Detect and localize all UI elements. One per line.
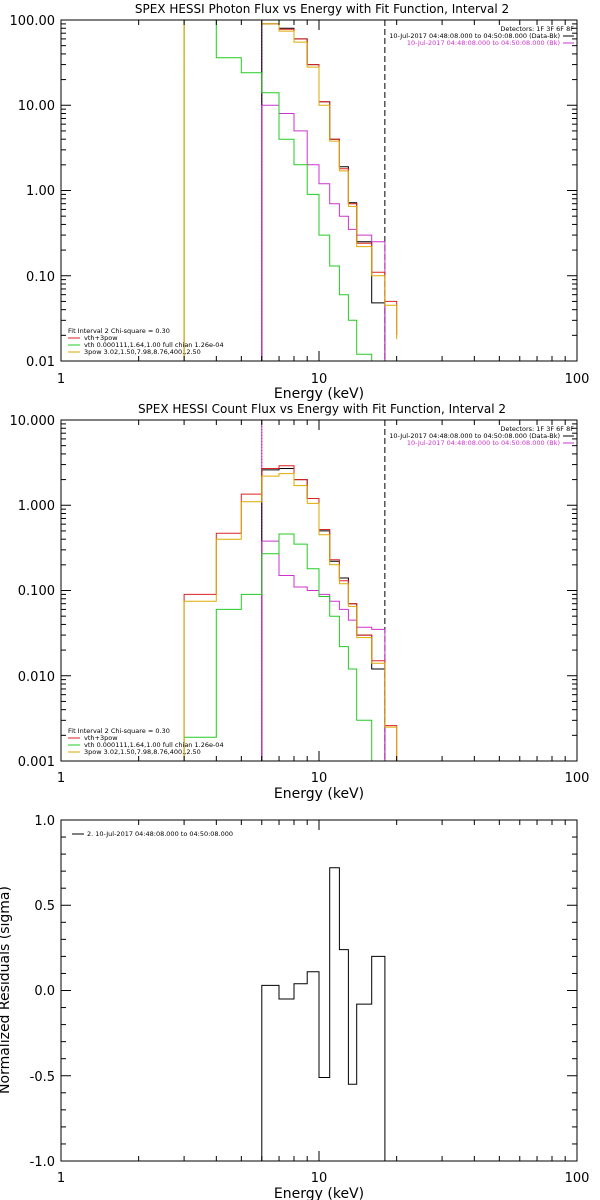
x-tick-label: 1 (57, 1171, 65, 1186)
y-axis-ticks (61, 819, 577, 1162)
series-data-bk-histogram (261, 23, 386, 361)
y-tick-label: 0.0 (34, 984, 55, 999)
y-tick-label: 0.5 (34, 899, 55, 914)
legend-3pow: 3pow 3.02,1.50,7.98,8.76,400.,2.50 (84, 348, 201, 356)
panel-title: SPEX HESSI Count Flux vs Energy with Fit… (138, 402, 506, 416)
x-axis-ticks (60, 420, 578, 761)
legend-vth: vth 0.000111,1.64,1.00 full chian 1.26e-… (84, 741, 224, 749)
legend-fit-interval: Fit Interval 2 Chi-square = 0.30 (68, 327, 170, 335)
legend-3pow: 3pow 3.02,1.50,7.98,8.76,400.,2.50 (84, 748, 201, 756)
y-tick-label: 10.00 (18, 99, 55, 114)
legend-top-right: Detectors: 1F 3F 6F 8F 10-Jul-2017 04:48… (389, 25, 574, 47)
x-tick-label: 100 (565, 372, 590, 387)
series-vth-histogram (183, 19, 373, 361)
series-bk-histogram (261, 104, 386, 361)
legend-top-left: 2. 10-Jul-2017 04:48:08.000 to 04:50:08.… (72, 830, 233, 838)
series-residuals-histogram (261, 867, 386, 1161)
y-axis-label: Normalized Residuals (sigma) (0, 886, 13, 1094)
y-tick-label: -1.0 (30, 1155, 55, 1170)
y-tick-label: 0.10 (26, 270, 55, 285)
legend-vth3pow: vth+3pow (84, 334, 118, 342)
legend-detectors: Detectors: 1F 3F 6F 8F (500, 425, 574, 433)
y-tick-label: 0.001 (18, 755, 55, 770)
legend-interval: 2. 10-Jul-2017 04:48:08.000 to 04:50:08.… (87, 830, 233, 838)
legend-data-bk: 10-Jul-2017 04:48:08.000 to 04:50:08.000… (389, 432, 560, 440)
legend-vth3pow: vth+3pow (84, 734, 118, 742)
y-axis-ticks (61, 19, 577, 362)
plot-contents (183, 420, 398, 761)
series-data-bk-histogram (261, 468, 386, 761)
y-tick-label: -0.5 (30, 1070, 55, 1085)
y-tick-label: 0.010 (18, 670, 55, 685)
legend-vth: vth 0.000111,1.64,1.00 full chian 1.26e-… (84, 341, 224, 349)
x-axis-ticks (60, 820, 578, 1161)
plot-contents (261, 867, 386, 1161)
legend-bk: 10-Jul-2017 04:48:08.000 to 04:50:08.000… (407, 39, 560, 47)
series-vth-3pow-histogram (183, 19, 398, 361)
legend-detectors: Detectors: 1F 3F 6F 8F (500, 25, 574, 33)
y-tick-label: 100.00 (10, 14, 56, 29)
x-tick-label: 10 (311, 1171, 328, 1186)
y-tick-label: 1.00 (26, 184, 55, 199)
y-tick-label: 1.000 (18, 499, 55, 514)
y-tick-label: 1.0 (34, 814, 55, 829)
x-axis-label: Energy (keV) (274, 1186, 364, 1200)
x-tick-label: 1 (57, 771, 65, 786)
photon-flux-panel: SPEX HESSI Photon Flux vs Energy with Fi… (10, 2, 590, 402)
series-bk-histogram (261, 540, 386, 761)
series-vth-histogram (183, 533, 373, 761)
x-tick-label: 100 (565, 1171, 590, 1186)
y-tick-label: 10.000 (10, 414, 56, 429)
x-tick-label: 10 (311, 771, 328, 786)
x-tick-label: 100 (565, 771, 590, 786)
legend-data-bk: 10-Jul-2017 04:48:08.000 to 04:50:08.000… (389, 32, 560, 40)
legend-fit-interval: Fit Interval 2 Chi-square = 0.30 (68, 727, 170, 735)
y-tick-label: 0.01 (26, 355, 55, 370)
plot-contents (183, 19, 398, 361)
x-tick-label: 1 (57, 372, 65, 387)
x-axis-label: Energy (keV) (274, 786, 364, 802)
x-tick-label: 10 (311, 372, 328, 387)
y-axis-ticks (61, 419, 577, 762)
legend-top-right: Detectors: 1F 3F 6F 8F 10-Jul-2017 04:48… (389, 425, 574, 447)
residuals-panel: 1 10 100 -1.0 -0.5 0.0 0.5 1.0 Energy (k… (0, 814, 589, 1200)
y-tick-label: 0.100 (18, 584, 55, 599)
legend-bottom-left: Fit Interval 2 Chi-square = 0.30 vth+3po… (68, 327, 224, 356)
legend-bk: 10-Jul-2017 04:48:08.000 to 04:50:08.000… (407, 439, 560, 447)
series-3pow-histogram (183, 473, 398, 761)
count-flux-panel: SPEX HESSI Count Flux vs Energy with Fit… (10, 402, 590, 802)
x-axis-label: Energy (keV) (274, 386, 364, 402)
legend-bottom-left: Fit Interval 2 Chi-square = 0.30 vth+3po… (68, 727, 224, 756)
series-3pow-histogram (183, 19, 398, 361)
panel-title: SPEX HESSI Photon Flux vs Energy with Fi… (135, 2, 509, 16)
